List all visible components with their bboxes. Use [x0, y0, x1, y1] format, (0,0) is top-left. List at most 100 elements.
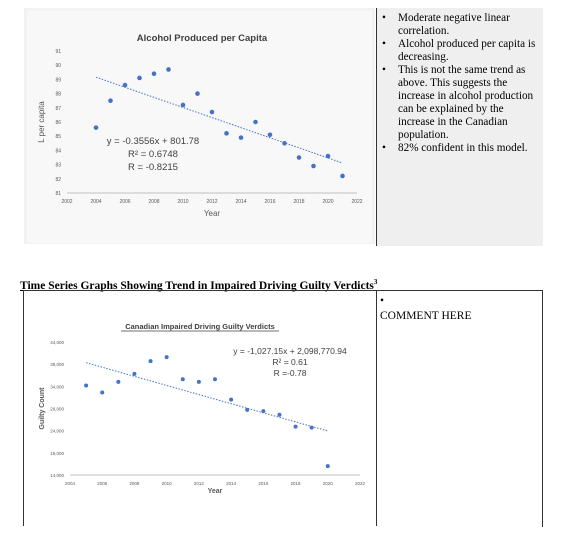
x-tick-label: 2010: [162, 481, 173, 486]
x-tick-label: 2012: [194, 481, 205, 486]
y-tick-label: 24,000: [50, 429, 64, 434]
data-point: [325, 153, 331, 159]
y-tick-label: 91: [55, 49, 61, 55]
data-point: [311, 163, 316, 169]
data-point: [122, 82, 128, 88]
trend-equation-label: y = -1,027.15x + 2,098,770.94: [233, 346, 347, 356]
x-tick-label: 2022: [351, 199, 362, 205]
y-tick-label: 84: [55, 148, 61, 154]
y-tick-label: 29,000: [50, 407, 64, 412]
note-item: Alcohol produced per capita is decreasin…: [382, 38, 542, 64]
x-tick-label: 2016: [264, 199, 275, 205]
footnote-marker: 3: [373, 278, 378, 286]
y-axis-title: L per capita: [37, 101, 46, 143]
data-point: [267, 132, 273, 138]
y-tick-label: 88: [55, 92, 61, 98]
data-point: [196, 379, 201, 384]
data-point: [164, 355, 169, 360]
section-heading-text: Time Series Graphs Showing Trend in Impa…: [20, 279, 374, 292]
comment-cell[interactable]: • COMMENT HERE: [380, 294, 471, 324]
y-tick-label: 83: [55, 163, 61, 169]
data-point: [116, 379, 121, 384]
x-tick-label: 2012: [206, 199, 217, 205]
data-point: [195, 91, 200, 96]
table-column-divider: [376, 290, 377, 526]
verdicts-chart-container: Canadian Impaired Driving Guilty Verdict…: [30, 316, 370, 502]
y-axis-title: Guilty Count: [39, 387, 46, 430]
data-point: [180, 102, 186, 108]
trend-equation-label: R² = 0.61: [272, 357, 307, 367]
data-point: [224, 131, 229, 136]
data-point: [148, 359, 153, 364]
trend-equation-label: R² = 0.6748: [128, 149, 178, 160]
trend-equation-label: y = -0.3556x + 801.78: [107, 136, 199, 147]
x-tick-label: 2020: [322, 199, 333, 205]
note-item: This is not the same trend as above. Thi…: [382, 64, 542, 142]
data-point: [166, 67, 171, 72]
data-point: [245, 407, 250, 412]
x-tick-label: 2016: [258, 481, 269, 486]
data-point: [180, 377, 185, 382]
y-tick-label: 85: [55, 134, 61, 140]
x-tick-label: 2006: [119, 199, 130, 205]
data-point: [213, 377, 217, 382]
y-tick-label: 86: [55, 120, 61, 126]
x-tick-label: 2018: [291, 481, 302, 486]
data-point: [108, 98, 113, 103]
y-tick-label: 89: [55, 77, 61, 83]
x-tick-label: 2008: [129, 481, 140, 486]
x-tick-label: 2010: [177, 199, 188, 205]
trend-equation-label: R = -0.8215: [128, 162, 178, 173]
x-tick-label: 2020: [323, 481, 334, 486]
chart-title: Canadian Impaired Driving Guilty Verdict…: [125, 322, 275, 331]
x-tick-label: 2002: [61, 199, 72, 205]
data-point: [229, 397, 234, 402]
x-tick-label: 2004: [65, 481, 76, 486]
verdicts-scatter-chart: Canadian Impaired Driving Guilty Verdict…: [39, 322, 366, 495]
verdicts-table: [23, 290, 543, 527]
data-point: [209, 109, 215, 115]
x-tick-label: 2004: [90, 199, 101, 205]
data-point: [151, 71, 157, 77]
notes-list: Moderate negative linear correlation. Al…: [382, 12, 542, 155]
y-tick-label: 81: [55, 191, 61, 197]
top-table-divider: [376, 8, 377, 246]
x-axis-title: Year: [204, 209, 221, 218]
y-tick-label: 34,000: [50, 384, 64, 389]
data-point: [253, 119, 258, 125]
data-point: [137, 75, 142, 81]
comment-text[interactable]: COMMENT HERE: [380, 310, 472, 322]
trend-equation-label: R =-0.78: [274, 368, 307, 378]
alcohol-chart-frame: Alcohol Produced per Capita 81 82 83 84 85 86 8…: [24, 8, 375, 244]
y-tick-label: 39,000: [50, 362, 64, 367]
table-left-border: [23, 290, 24, 526]
x-tick-label: 2018: [293, 199, 304, 205]
section-heading: Time Series Graphs Showing Trend in Impa…: [20, 278, 377, 292]
alcohol-chart-plot-area: Alcohol Produced per Capita 81 82 83 84 85 86 8…: [27, 11, 372, 243]
data-point: [325, 464, 330, 469]
alcohol-scatter-chart: Alcohol Produced per Capita 81 82 83 84 85 86 8…: [37, 33, 363, 218]
data-point: [100, 390, 105, 395]
y-tick-label: 19,000: [50, 451, 64, 456]
y-tick-label: 87: [55, 106, 61, 112]
note-item: 82% confident in this model.: [382, 142, 542, 155]
x-tick-label: 2006: [97, 481, 108, 486]
data-point: [293, 424, 298, 429]
y-tick-label: 14,000: [50, 473, 64, 478]
data-point: [93, 125, 99, 130]
chart-title: Alcohol Produced per Capita: [137, 33, 268, 44]
y-tick-label: 82: [55, 177, 61, 183]
comment-bullet: •: [380, 295, 385, 307]
data-point: [296, 155, 302, 160]
data-point: [261, 409, 266, 414]
x-axis-title: Year: [208, 488, 223, 495]
data-point: [84, 383, 89, 388]
x-tick-label: 2014: [226, 481, 237, 486]
x-tick-label: 2014: [235, 199, 246, 205]
data-point: [277, 412, 282, 417]
y-tick-label: 44,000: [50, 340, 64, 345]
note-item: Moderate negative linear correlation.: [382, 12, 542, 38]
data-point: [238, 135, 244, 140]
data-point: [132, 371, 137, 376]
x-tick-label: 2008: [148, 199, 159, 205]
